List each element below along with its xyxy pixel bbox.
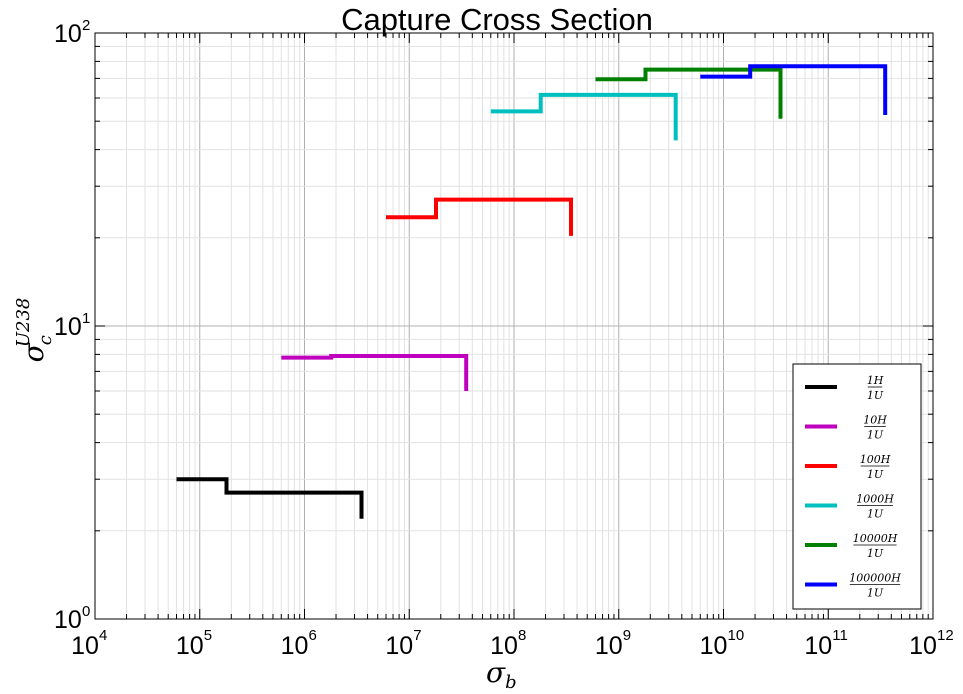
- x-tick-exponent: 9: [623, 627, 631, 644]
- x-tick-exponent: 4: [99, 627, 107, 644]
- x-tick-label: 10 10: [700, 627, 745, 660]
- series-line-4: [490, 92, 678, 141]
- x-tick-exponent: 10: [728, 627, 745, 644]
- x-tick-exponent: 5: [204, 627, 212, 644]
- legend-denominator: 1U: [867, 547, 884, 560]
- y-tick-label: 10 2: [54, 17, 90, 48]
- x-tick-base: 10: [385, 632, 413, 660]
- series-line-6: [700, 64, 888, 115]
- x-tick-label: 10 8: [490, 627, 526, 660]
- legend-denominator: 1U: [867, 468, 884, 481]
- legend-denominator: 1U: [867, 389, 884, 402]
- y-tick-label: 10 1: [54, 310, 90, 341]
- legend-item: 100H 1U: [805, 453, 891, 481]
- y-tick-exponent: 0: [82, 603, 90, 620]
- x-tick-base: 10: [804, 632, 832, 660]
- legend-denominator: 1U: [867, 429, 884, 442]
- x-tick-base: 10: [595, 632, 623, 660]
- grid: [94, 33, 933, 620]
- x-tick-label: 10 6: [281, 627, 317, 660]
- x-tick-label: 10 9: [595, 627, 631, 660]
- y-tick-exponent: 1: [82, 310, 90, 327]
- x-tick-base: 10: [71, 632, 99, 660]
- x-tick-base: 10: [281, 632, 309, 660]
- y-tick-label: 10 0: [54, 603, 90, 634]
- y-axis-label: σcU238: [13, 298, 56, 363]
- y-tick-base: 10: [54, 20, 82, 48]
- x-tick-exponent: 11: [832, 627, 848, 644]
- legend-numerator: 10000H: [853, 532, 898, 545]
- legend-item: 100000H 1U: [805, 572, 901, 600]
- x-tick-label: 10 11: [804, 627, 847, 660]
- legend-box: [792, 363, 922, 610]
- x-tick-label: 10 4: [71, 627, 107, 660]
- x-tick-exponent: 7: [413, 627, 421, 644]
- x-tick-base: 10: [700, 632, 728, 660]
- x-tick-exponent: 12: [937, 627, 954, 644]
- legend-numerator: 10H: [863, 414, 887, 427]
- x-tick-label: 10 12: [909, 627, 954, 660]
- x-tick-exponent: 6: [309, 627, 317, 644]
- series-line-3: [386, 197, 573, 236]
- legend-numerator: 100H: [860, 453, 891, 466]
- series-line-2: [281, 354, 469, 391]
- chart-title: Capture Cross Section: [341, 2, 653, 37]
- legend-denominator: 1U: [867, 587, 884, 600]
- series-lines: [176, 64, 888, 519]
- x-axis-label: σb: [486, 656, 517, 693]
- series-line-1: [176, 477, 364, 519]
- legend-numerator: 100000H: [849, 572, 901, 585]
- x-tick-base: 10: [490, 632, 518, 660]
- y-tick-exponent: 2: [82, 17, 90, 34]
- legend-item: 10000H 1U: [805, 532, 898, 560]
- x-tick-label: 10 7: [385, 627, 421, 660]
- legend-numerator: 1000H: [856, 493, 894, 506]
- y-tick-base: 10: [54, 313, 82, 341]
- x-tick-base: 10: [909, 632, 937, 660]
- legend-numerator: 1H: [867, 374, 884, 387]
- y-tick-base: 10: [54, 606, 82, 634]
- x-tick-base: 10: [176, 632, 204, 660]
- series-line-5: [595, 67, 783, 119]
- x-tick-label: 10 5: [176, 627, 212, 660]
- legend-item: 1000H 1U: [805, 493, 894, 521]
- x-tick-exponent: 8: [518, 627, 526, 644]
- legend-denominator: 1U: [867, 508, 884, 521]
